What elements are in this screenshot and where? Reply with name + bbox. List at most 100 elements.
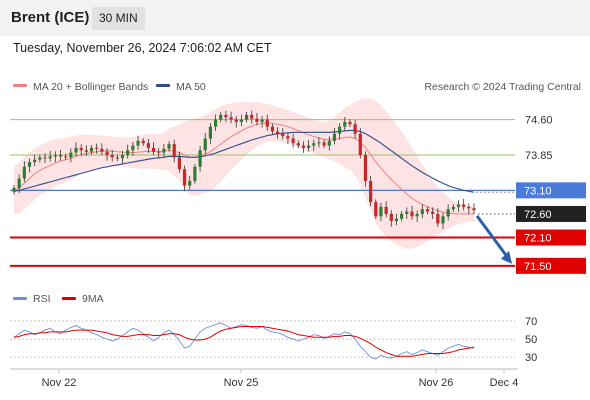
candle-body (353, 124, 357, 134)
candle (425, 206, 430, 215)
candle (172, 139, 176, 163)
candle (48, 150, 52, 162)
candle-body (369, 180, 373, 203)
candle-body (115, 157, 119, 159)
candle (38, 154, 42, 163)
candle-body (229, 117, 233, 120)
candle (213, 114, 218, 131)
candle-body (348, 121, 352, 125)
candle-body (213, 119, 218, 127)
candle (177, 151, 181, 173)
candle (208, 123, 213, 145)
price-plot: 74.60 73.85 73.10 72.60 72.10 71.50 (10, 98, 586, 274)
candle-body (131, 145, 135, 151)
candle (219, 112, 223, 123)
candle (436, 208, 440, 227)
candle-body (126, 150, 130, 155)
level-label-1: 73.85 (525, 150, 553, 162)
candle-body (146, 143, 150, 148)
candle (358, 128, 362, 159)
candle-body (167, 144, 171, 149)
candle (467, 203, 471, 214)
candle (332, 128, 337, 145)
candle-body (260, 119, 264, 122)
candle-body (410, 211, 414, 217)
candle-body (451, 206, 455, 210)
candle (286, 132, 290, 145)
rsi-ma-legend-label: 9MA (82, 293, 104, 305)
level-label-4: 72.10 (524, 233, 552, 245)
candle (400, 211, 404, 222)
level-label-2: 73.10 (524, 185, 552, 197)
candle (58, 150, 63, 161)
level-label-box-2 (516, 182, 586, 199)
candle-body (312, 143, 316, 146)
candle-body (188, 180, 192, 186)
candle-body (110, 154, 114, 158)
instrument-title: Brent (ICE) (11, 9, 90, 26)
forecast-arrow-head (501, 250, 512, 264)
candle (17, 174, 21, 193)
candle-body (296, 143, 300, 146)
credit-text: Research © 2024 Trading Central (424, 81, 581, 93)
candle-body (120, 154, 125, 159)
interval-badge[interactable]: 30 MIN (92, 7, 145, 30)
candle-body (182, 169, 187, 186)
candle-body (374, 202, 378, 217)
candle (234, 116, 238, 128)
candle-body (17, 178, 21, 188)
candle-body (281, 133, 285, 137)
candle-body (193, 166, 197, 181)
candle (343, 116, 347, 131)
ma20-line (13, 122, 474, 215)
candle (126, 144, 130, 159)
candle (446, 204, 450, 221)
candle-body (22, 166, 26, 179)
candle (27, 158, 32, 173)
candle-body (198, 150, 202, 167)
candle (115, 154, 119, 162)
candle (420, 204, 424, 219)
candle (384, 201, 388, 218)
level-label-5: 71.50 (524, 261, 552, 273)
candle-body (208, 126, 213, 139)
x-tick-label-3: Dec 4 (490, 377, 519, 389)
candle-body (53, 154, 57, 157)
x-tick-label-0: Nov 22 (42, 377, 77, 389)
candle-body (436, 213, 440, 224)
candle-body (338, 126, 342, 134)
bollinger-band (14, 98, 474, 249)
candle-body (136, 140, 140, 146)
rsi-ma-legend-swatch (62, 297, 76, 300)
candle (348, 119, 352, 128)
candle (441, 212, 445, 230)
candle-body (234, 119, 238, 122)
candle-body (27, 162, 32, 167)
ma20-legend-label: MA 20 + Bollinger Bands (33, 81, 148, 93)
level-label-box-4 (516, 229, 586, 246)
candle (270, 123, 275, 135)
candle-body (317, 142, 321, 144)
candle (203, 132, 207, 154)
candle (110, 150, 114, 162)
candle (265, 114, 269, 131)
candle-body (58, 154, 63, 157)
candle (69, 148, 73, 163)
candle (224, 110, 228, 123)
x-axis: Nov 22 Nov 25 Nov 26 Dec 4 (42, 369, 519, 389)
candle (229, 111, 233, 124)
candle-body (244, 114, 249, 120)
candle (43, 153, 47, 164)
candle-body (177, 157, 181, 170)
rsi-tick-70: 70 (525, 316, 537, 328)
rsi-ma-line (13, 326, 475, 357)
candle-body (43, 157, 47, 159)
candle (244, 112, 249, 123)
candle (410, 205, 414, 220)
candle (363, 151, 368, 187)
candle (198, 146, 202, 172)
candle (456, 200, 461, 212)
candle (312, 139, 316, 152)
candle (281, 128, 285, 140)
candle (255, 112, 259, 126)
